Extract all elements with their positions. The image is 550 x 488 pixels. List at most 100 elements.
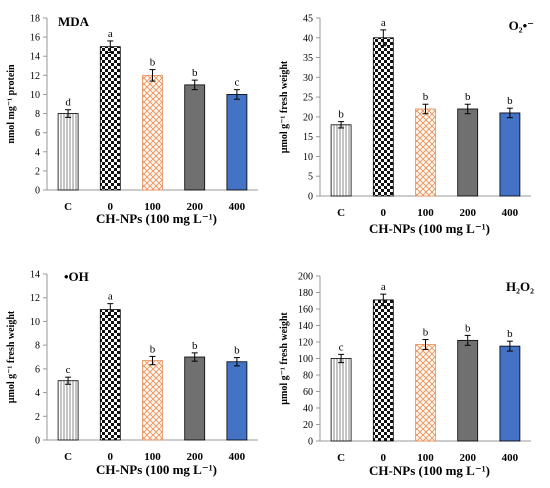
y-axis-label: µmol g⁻¹ fresh weight [279,312,290,405]
y-tick-label: 0 [308,192,313,203]
x-tick-label: C [337,207,345,219]
y-tick-label: 10 [30,90,40,101]
bar-100 [142,74,163,191]
y-tick-label: 0 [35,436,40,447]
x-tick-label: C [337,452,345,464]
x-tick-label: C [64,451,72,463]
x-tick-label: 400 [502,452,519,464]
x-tick-label: 400 [502,207,519,219]
significance-letter: b [192,340,198,352]
y-tick-label: 16 [30,33,40,44]
bar-400 [226,361,248,441]
chart-panel-2: 0 5 10 15 20 25 30 35 40 45 b Ca 0 b 100 b 200 b 400 CH-NPs… [279,14,534,237]
chart-title: •OH [64,269,89,284]
x-tick-label: 200 [186,451,203,463]
significance-letter: b [234,345,240,357]
bar-0 [99,309,121,441]
significance-letter: b [150,57,156,69]
significance-letter: a [381,281,386,293]
y-tick-label: 120 [298,338,313,349]
bar-100 [415,108,436,197]
x-axis-label: CH-NPs (100 mg L⁻¹) [369,463,490,478]
x-tick-label: 100 [417,207,434,219]
significance-letter: a [108,28,113,40]
x-tick-label: 400 [229,451,246,463]
x-tick-label: 100 [417,452,434,464]
significance-letter: b [507,95,513,107]
y-tick-label: 8 [35,341,40,352]
y-tick-label: 2 [35,166,40,177]
y-tick-label: 6 [35,364,40,375]
y-tick-label: 14 [30,270,40,281]
y-tick-label: 5 [308,172,313,183]
bar-100 [142,360,163,441]
bar-400 [499,345,521,442]
bar-0 [372,299,394,442]
y-axis-label: µmol g⁻¹ fresh weight [279,60,290,153]
x-tick-label: 200 [459,452,476,464]
bar-200 [184,356,206,441]
x-axis-label: CH-NPs (100 mg L⁻¹) [96,211,217,226]
significance-letter: c [339,341,344,353]
x-axis-label: CH-NPs (100 mg L⁻¹) [369,221,490,236]
y-tick-label: 2 [35,412,40,423]
y-tick-label: 20 [303,420,313,431]
bar-C [330,124,352,197]
significance-letter: a [108,291,113,303]
y-tick-label: 15 [303,132,313,143]
bar-C [330,358,352,442]
x-tick-label: 0 [381,452,387,464]
y-tick-label: 10 [30,317,40,328]
significance-letter: b [423,91,429,103]
y-tick-label: 0 [308,437,313,448]
y-tick-label: 40 [303,404,313,415]
bar-400 [226,94,248,191]
x-tick-label: 0 [108,201,114,213]
bar-200 [184,84,206,191]
y-tick-label: 30 [303,73,313,84]
y-tick-label: 80 [303,371,313,382]
x-tick-label: 0 [381,207,387,219]
chart-title: MDA [58,14,90,29]
x-tick-label: 100 [144,451,161,463]
y-tick-label: 18 [30,14,40,25]
y-tick-label: 40 [303,33,313,44]
significance-letter: a [381,17,386,29]
y-tick-label: 14 [30,52,40,63]
significance-letter: b [338,109,344,121]
y-tick-label: 200 [298,272,313,283]
y-tick-label: 10 [303,152,313,163]
y-tick-label: 6 [35,128,40,139]
x-tick-label: 0 [108,451,114,463]
bar-200 [457,339,479,442]
x-axis-label: CH-NPs (100 mg L⁻¹) [96,462,217,477]
y-axis-label: nmol mg⁻¹ protein [6,64,17,144]
significance-letter: b [423,327,429,339]
bar-0 [372,37,394,197]
significance-letter: b [465,322,471,334]
y-axis-label: µmol g⁻¹ fresh weight [6,310,17,403]
chart-panel-3: 0 2 4 6 8 10 12 14 c Ca 0 b 100 b 200 b 400 CH-NPs (100 m… [6,269,258,477]
bar-400 [499,112,521,197]
significance-letter: c [66,364,71,376]
significance-letter: b [507,328,513,340]
chart-panel-4: 0 20 40 60 80 100 120 140 160 180 200 c Ca 0 b 100 b 200 b… [279,272,534,479]
y-tick-label: 12 [30,71,40,82]
chart-panel-1: 0 2 4 6 8 10 12 14 16 18 d Ca 0 b 100 b 200 c 400 CH-NPs (1… [6,14,258,226]
x-tick-label: 100 [144,201,161,213]
significance-letter: b [150,343,156,355]
chart-title: O₂•⁻ [509,18,534,33]
significance-letter: d [65,97,71,109]
y-tick-label: 100 [298,354,313,365]
y-tick-label: 20 [303,112,313,123]
x-tick-label: C [64,201,72,213]
y-tick-label: 12 [30,293,40,304]
y-tick-label: 0 [35,186,40,197]
bar-100 [415,344,436,442]
y-tick-label: 60 [303,387,313,398]
y-tick-label: 35 [303,53,313,64]
bar-200 [457,108,479,197]
bar-0 [99,46,121,191]
x-tick-label: 400 [229,201,246,213]
